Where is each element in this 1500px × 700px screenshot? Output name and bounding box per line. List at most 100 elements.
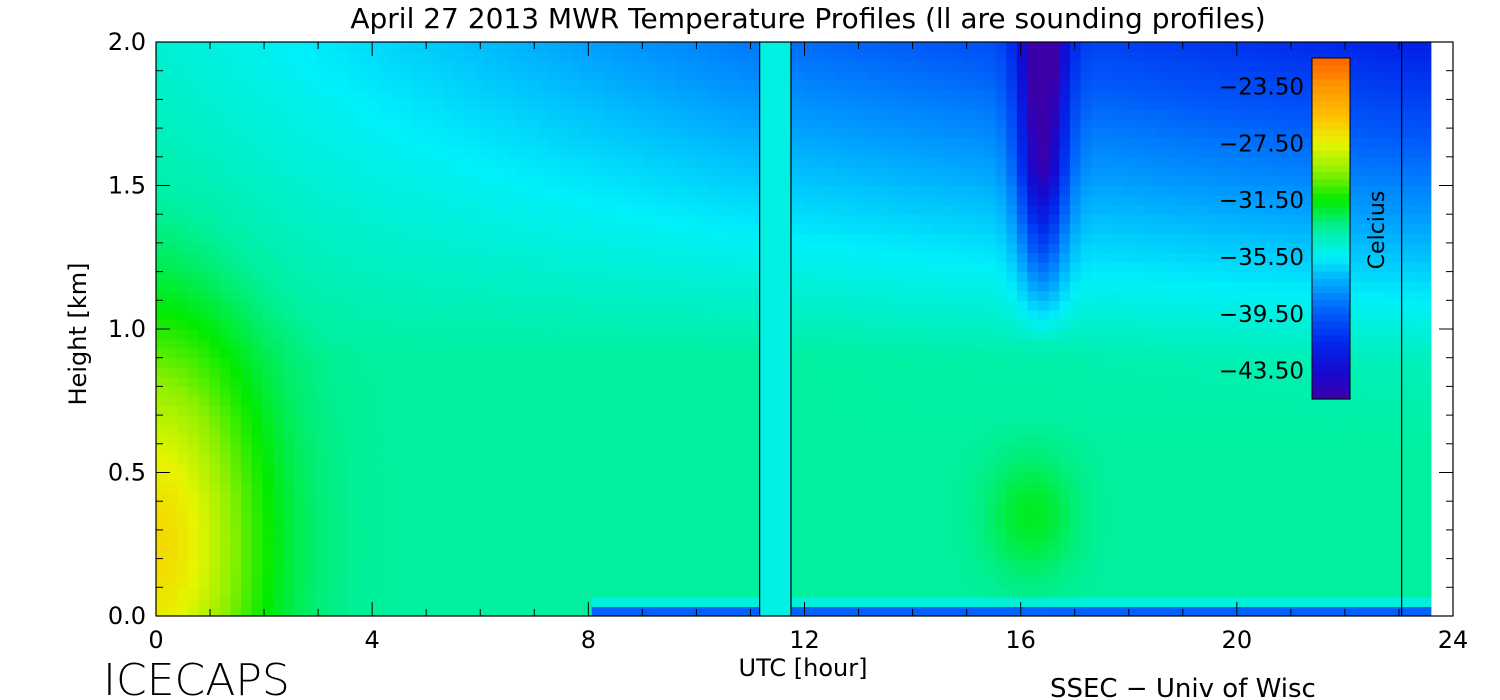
heatmap-cell	[379, 233, 391, 244]
heatmap-cell	[442, 185, 455, 196]
heatmap-cell	[262, 252, 274, 263]
heatmap-cell	[177, 510, 189, 521]
heatmap-cell	[496, 51, 508, 62]
heatmap-cell	[655, 137, 667, 148]
heatmap-cell	[698, 462, 710, 474]
heatmap-cell	[1027, 443, 1039, 454]
heatmap-cell	[698, 596, 710, 608]
heatmap-cell	[740, 309, 752, 321]
heatmap-cell	[623, 501, 635, 512]
heatmap-cell	[156, 300, 168, 311]
heatmap-cell	[804, 204, 816, 215]
heatmap-cell	[666, 223, 678, 234]
heatmap-cell	[336, 195, 348, 206]
heatmap-cell	[549, 357, 561, 368]
heatmap-cell	[591, 89, 603, 100]
heatmap-cell	[559, 424, 572, 435]
heatmap-cell	[570, 329, 582, 340]
heatmap-cell	[187, 108, 200, 120]
heatmap-cell	[570, 596, 582, 608]
heatmap-cell	[953, 300, 965, 311]
heatmap-cell	[878, 395, 890, 407]
heatmap-cell	[719, 271, 731, 282]
heatmap-cell	[804, 128, 816, 139]
heatmap-cell	[219, 405, 231, 416]
heatmap-cell	[857, 252, 869, 263]
heatmap-cell	[687, 329, 699, 340]
heatmap-cell	[623, 558, 635, 569]
heatmap-cell	[910, 501, 922, 512]
heatmap-cell	[304, 529, 317, 541]
heatmap-cell	[1027, 223, 1039, 234]
heatmap-cell	[953, 596, 965, 608]
heatmap-cell	[527, 118, 540, 129]
heatmap-cell	[698, 329, 710, 340]
heatmap-cell	[719, 472, 731, 483]
heatmap-cell	[421, 577, 433, 588]
heatmap-cell	[676, 472, 689, 483]
heatmap-cell	[910, 520, 922, 531]
heatmap-cell	[985, 242, 997, 254]
heatmap-cell	[400, 539, 412, 550]
heatmap-cell	[793, 386, 805, 397]
heatmap-cell	[729, 108, 742, 120]
heatmap-cell	[910, 156, 922, 167]
heatmap-cell	[1006, 501, 1018, 512]
heatmap-cell	[283, 61, 295, 72]
heatmap-cell	[740, 491, 752, 502]
heatmap-cell	[591, 319, 603, 330]
heatmap-cell	[644, 501, 657, 512]
heatmap-cell	[474, 290, 487, 301]
heatmap-cell	[156, 204, 168, 215]
heatmap-cell	[187, 166, 200, 177]
heatmap-cell	[995, 281, 1007, 292]
heatmap-cell	[464, 242, 476, 254]
heatmap-cell	[517, 99, 529, 110]
heatmap-cell	[698, 501, 710, 512]
heatmap-cell	[698, 309, 710, 321]
heatmap-cell	[538, 357, 550, 368]
heatmap-cell	[464, 156, 476, 167]
heatmap-cell	[453, 434, 465, 445]
heatmap-cell	[591, 558, 603, 569]
heatmap-cell	[793, 118, 805, 129]
heatmap-cell	[453, 300, 465, 311]
heatmap-cell	[304, 367, 317, 378]
heatmap-cell	[389, 51, 402, 62]
heatmap-cell	[889, 376, 901, 387]
heatmap-cell	[1027, 70, 1039, 81]
heatmap-cell	[910, 271, 922, 282]
heatmap-cell	[496, 147, 508, 158]
heatmap-cell	[613, 262, 625, 273]
heatmap-cell	[974, 242, 986, 254]
heatmap-cell	[442, 262, 455, 273]
heatmap-cell	[868, 204, 880, 215]
heatmap-cell	[814, 348, 827, 359]
heatmap-cell	[219, 539, 231, 550]
heatmap-cell	[272, 118, 285, 129]
heatmap-cell	[379, 300, 391, 311]
heatmap-cell	[421, 558, 433, 569]
heatmap-cell	[219, 367, 231, 378]
heatmap-cell	[506, 195, 518, 206]
heatmap-cell	[464, 329, 476, 340]
heatmap-cell	[272, 214, 285, 225]
heatmap-cell	[347, 357, 359, 368]
heatmap-cell	[209, 156, 221, 167]
heatmap-cell	[921, 549, 933, 560]
heatmap-cell	[921, 596, 933, 608]
heatmap-cell	[230, 118, 242, 129]
heatmap-cell	[209, 606, 221, 616]
heatmap-cell	[549, 529, 561, 541]
heatmap-cell	[549, 281, 561, 292]
heatmap-cell	[230, 386, 242, 397]
heatmap-cell	[857, 462, 869, 474]
heatmap-cell	[676, 233, 689, 244]
heatmap-cell	[1006, 51, 1018, 62]
heatmap-cell	[336, 214, 348, 225]
heatmap-cell	[485, 99, 497, 110]
heatmap-cell	[177, 376, 189, 387]
heatmap-cell	[889, 539, 901, 550]
heatmap-cell	[241, 128, 253, 139]
heatmap-cell	[1027, 558, 1039, 569]
